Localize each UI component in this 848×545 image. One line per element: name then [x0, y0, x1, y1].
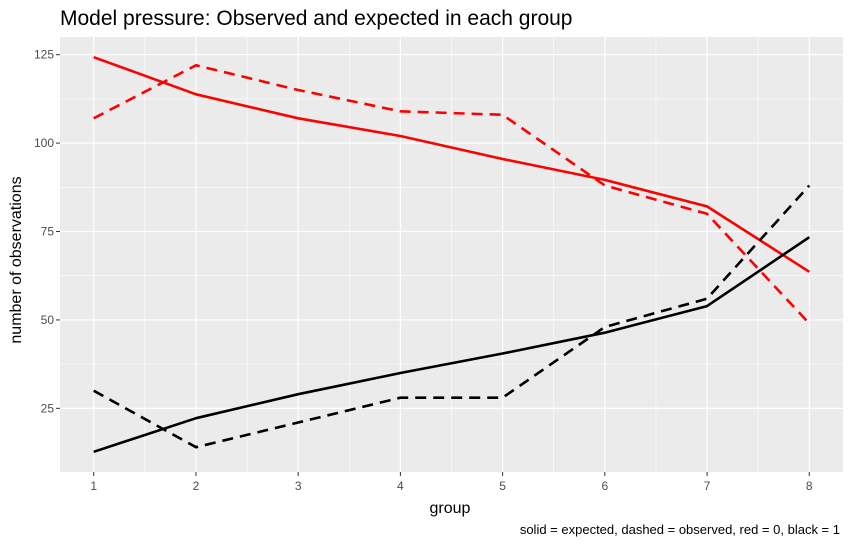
red-solid-line [93, 55, 811, 273]
x-tick-label: 1 [90, 479, 97, 493]
x-tick-label: 8 [806, 479, 813, 493]
y-axis: 25 50 75 100 125 [34, 48, 60, 415]
x-tick-label: 2 [193, 479, 200, 493]
x-tick-label: 3 [295, 479, 302, 493]
x-axis-title: group [430, 500, 471, 517]
red-dashed-line [93, 64, 811, 325]
y-tick-label: 25 [41, 401, 55, 415]
series-lines [93, 55, 811, 454]
x-tick-label: 6 [601, 479, 608, 493]
black-dashed-line [93, 184, 811, 449]
y-tick-label: 50 [41, 313, 55, 327]
y-tick-label: 100 [34, 136, 54, 150]
y-tick-label: 125 [34, 48, 54, 62]
y-axis-title: number of observations [8, 176, 25, 343]
chart-caption: solid = expected, dashed = observed, red… [520, 522, 840, 537]
x-tick-label: 5 [499, 479, 506, 493]
y-tick-label: 75 [41, 225, 55, 239]
chart-title: Model pressure: Observed and expected in… [60, 7, 572, 30]
minor-gridlines [60, 37, 843, 472]
black-solid-line [93, 236, 811, 454]
major-gridlines [60, 37, 843, 472]
x-tick-label: 7 [704, 479, 711, 493]
x-tick-label: 4 [397, 479, 404, 493]
x-axis: 1 2 3 4 5 6 7 8 [90, 472, 813, 493]
